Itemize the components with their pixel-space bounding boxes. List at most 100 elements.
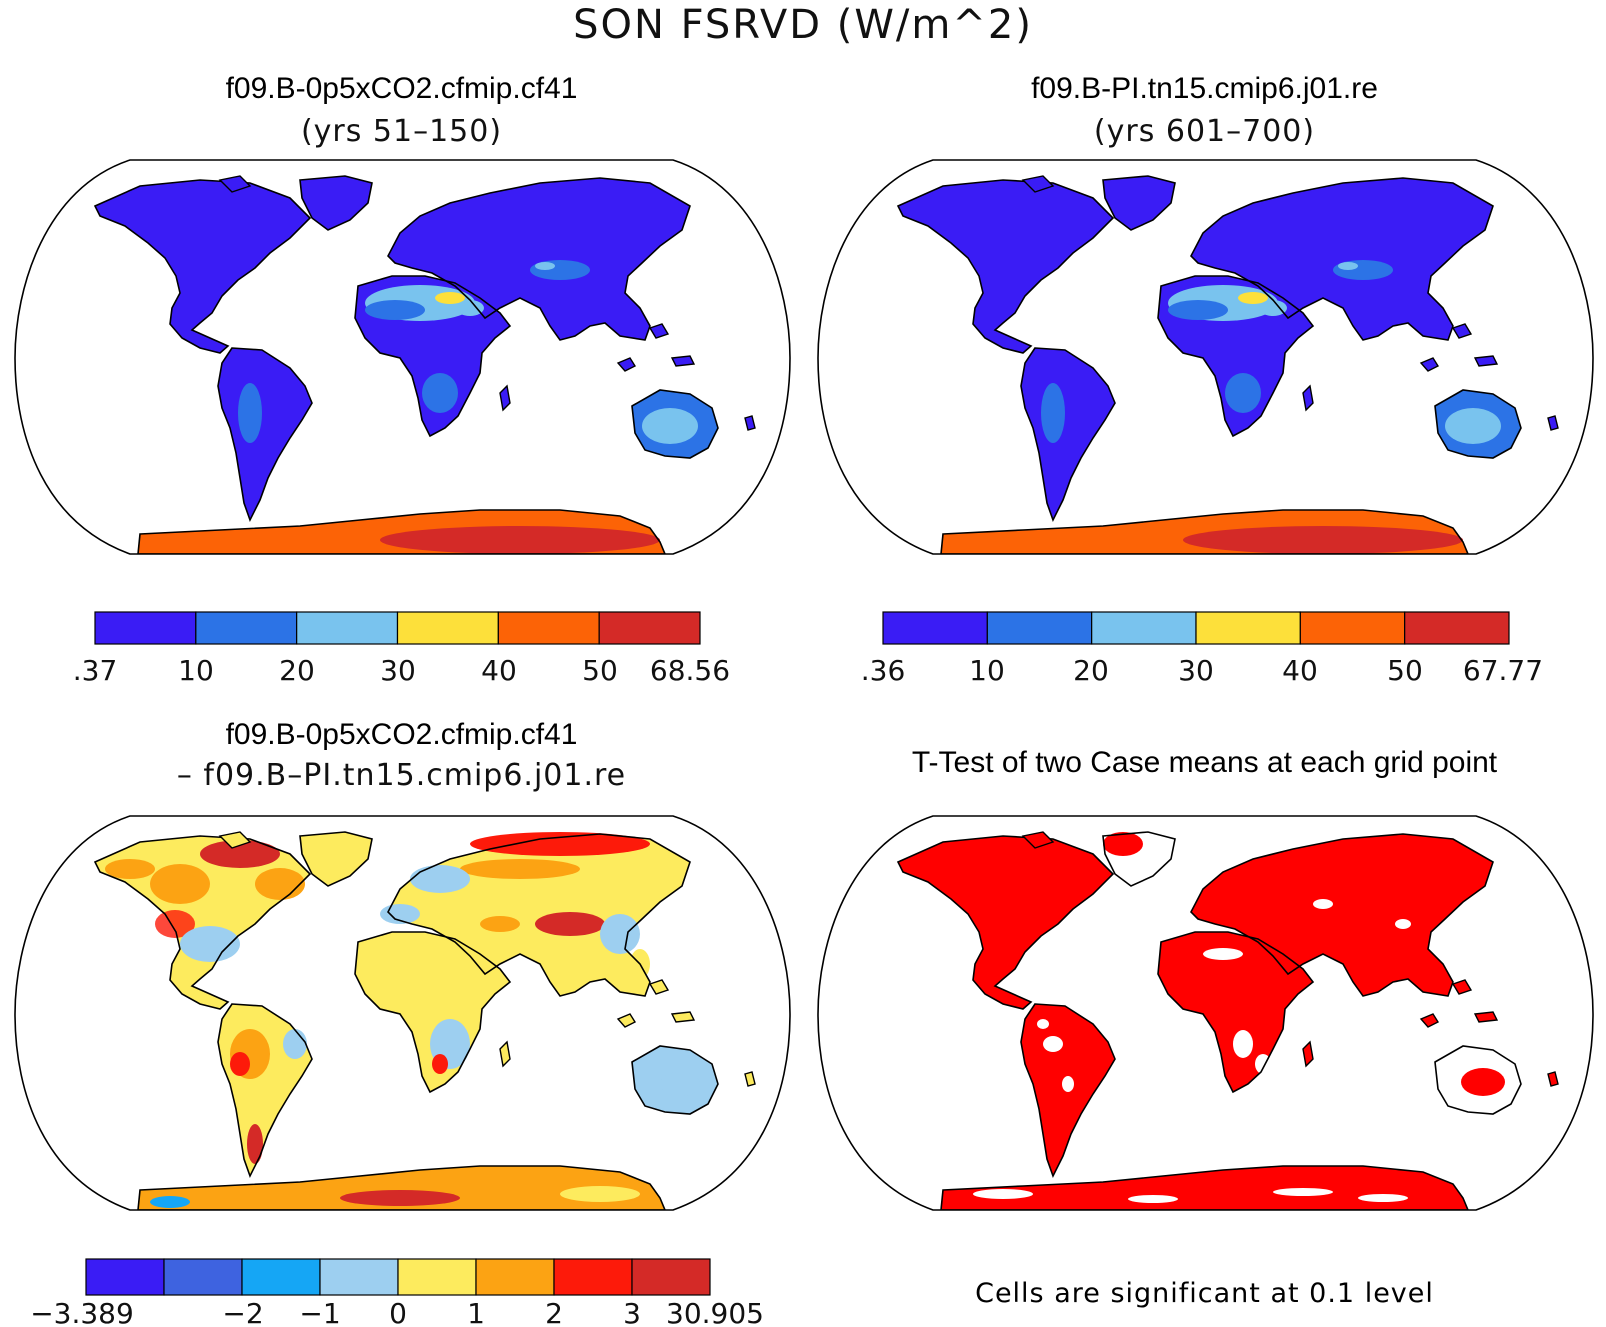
panel-subtitle-case1: (yrs 51–150) [300,114,503,149]
coastline-africa [1157,275,1315,438]
panel-title-case1: f09.B-0p5xCO2.cfmip.cf41 [225,72,578,105]
shading-region [1183,526,1463,554]
land-greenland [1103,176,1175,230]
coastline-australia [1434,1045,1522,1115]
colorbar-swatch [85,1258,165,1296]
coastline-island [1021,175,1055,193]
colorbar-swatch [497,611,600,645]
colorbar-swatch [94,611,197,645]
colorbar-tick-label: .37 [73,654,118,687]
shading-region [380,526,660,554]
map-land-layer [896,175,1559,554]
colorbar-swatch [195,611,298,645]
shading-region [105,859,155,879]
shading-region [435,292,465,304]
shading-region [535,262,555,270]
colorbar-swatch [598,611,701,645]
figure-title: SON FSRVD (W/m^2) [573,2,1033,48]
coastline-island [1302,1040,1314,1068]
shading-region [560,1186,640,1202]
coastline-island [218,831,252,849]
coastline-island [744,415,756,431]
coastline-namerica [896,179,1115,354]
coastline-island [1419,1013,1440,1028]
shading-region [1103,832,1143,856]
coastline-greenland [1102,831,1176,887]
panel-subtitle-case2: (yrs 601–700) [1093,114,1316,149]
map-land-layer [93,175,756,554]
colorbar-swatch [396,611,499,645]
coastline-eurasia [387,833,691,997]
coastline-samerica [1020,1003,1116,1179]
land-africa [1158,932,1313,1092]
shading-region [1128,1195,1178,1203]
coastline-namerica [93,179,312,354]
shading-region [1043,1036,1063,1052]
coastline-antarctica [137,509,667,554]
shading-region [410,865,470,893]
colorbar-swatch [986,611,1093,645]
shading-region [1225,373,1261,413]
coastline-antarctica [940,1165,1470,1210]
shading-region [365,300,425,320]
colorbar-diff: −3.389 −2 −1 0 1 2 3 30.905 [30,1258,764,1327]
coastline-namerica [93,835,312,1010]
coastline-africa [354,275,512,438]
shading-region [340,1190,460,1206]
coastline-island [1547,415,1559,431]
shading-region [1041,383,1065,443]
colorbar-swatch [882,611,988,645]
colorbar-tick-label: −3.389 [30,1297,134,1327]
colorbar-tick-label: 30 [380,654,416,687]
colorbar-tick-label: 40 [481,654,517,687]
colorbar-tick-label: 10 [969,654,1005,687]
shading-region [480,916,520,932]
panel-subtitle-diff: – f09.B–PI.tn15.cmip6.j01.re [176,758,627,793]
land-samerica [218,348,312,520]
land-greenland [300,832,372,886]
land-greenland [300,176,372,230]
shading-region [200,840,280,868]
map-frame [817,159,1594,555]
shading-region [642,408,698,444]
colorbar-tick-label: 20 [279,654,315,687]
colorbar-tick-label: −2 [222,1297,263,1327]
coastline-island [499,1040,511,1068]
colorbar-tick-label: 0 [389,1297,407,1327]
coastline-island [1419,357,1440,372]
coastline-australia [631,1045,719,1115]
land-africa [355,932,510,1092]
shading-region [1168,300,1228,320]
land-namerica [95,180,310,353]
colorbar-tick-label: 50 [1387,654,1423,687]
shading-region [1338,262,1358,270]
colorbar-tick-label: 2 [545,1297,563,1327]
land-namerica [898,836,1113,1009]
shading-region [432,1054,448,1074]
shading-region [1037,1019,1049,1029]
coastline-greenland [299,175,373,231]
colorbar-tick-label: 10 [178,654,214,687]
colorbar-swatch [631,1258,711,1296]
coastline-island [670,355,696,367]
colorbar-tick-label: 30 [1178,654,1214,687]
coastline-island [1302,384,1314,412]
colorbar-tick-label: −1 [299,1297,340,1327]
land-namerica [898,180,1113,353]
shading-region [150,1196,190,1208]
shading-region [535,912,605,936]
coastline-island [1547,1071,1559,1087]
land-samerica [1021,348,1115,520]
colorbar-tick-label: 68.56 [650,654,730,687]
shading-region [470,832,650,856]
coastline-eurasia [387,177,691,341]
coastline-island [1451,979,1473,995]
land-antarctica [138,1166,665,1210]
coastline-australia [631,389,719,459]
shading-region [255,868,305,900]
shading-region [150,864,210,904]
shading-region [456,300,484,316]
coastline-island [1451,323,1473,339]
colorbar-swatch [475,1258,555,1296]
coastline-greenland [1102,175,1176,231]
